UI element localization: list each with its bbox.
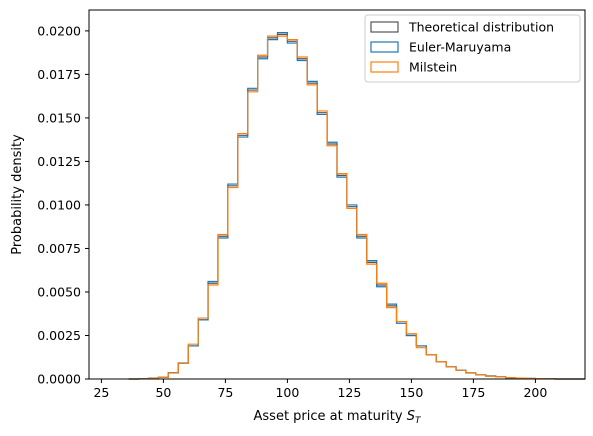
legend-label-1: Euler-Maruyama bbox=[409, 40, 511, 55]
plot-frame bbox=[88, 9, 586, 380]
legend-swatch-1 bbox=[370, 41, 399, 53]
x-tick-label: 175 bbox=[461, 385, 485, 400]
y-tick-label: 0.0025 bbox=[37, 328, 81, 343]
legend-items: Theoretical distribution Euler-Maruyama Mi… bbox=[370, 20, 554, 75]
x-tick-label: 75 bbox=[217, 385, 233, 400]
y-tick-label: 0.0150 bbox=[37, 110, 81, 125]
legend-swatch-2 bbox=[370, 61, 399, 73]
y-axis-ticks: 0.0000 0.0025 0.0050 0.0075 0.0100 0.0125 0.01… bbox=[37, 23, 89, 387]
x-tick-label: 150 bbox=[399, 385, 423, 400]
y-tick-label: 0.0125 bbox=[37, 154, 81, 169]
y-tick-label: 0.0050 bbox=[37, 284, 81, 299]
x-tick-label: 25 bbox=[93, 385, 109, 400]
y-tick-label: 0.0075 bbox=[37, 241, 81, 256]
y-tick-label: 0.0100 bbox=[37, 197, 81, 212]
y-axis-label: Probability density bbox=[10, 134, 25, 255]
x-axis-label: Asset price at maturity ST bbox=[254, 409, 422, 426]
series-layer bbox=[128, 32, 585, 380]
x-tick-label: 100 bbox=[275, 385, 299, 400]
y-tick-label: 0.0175 bbox=[37, 67, 81, 82]
series-2-outline bbox=[128, 35, 585, 380]
legend-label-0: Theoretical distribution bbox=[408, 20, 554, 35]
x-tick-label: 50 bbox=[155, 385, 171, 400]
x-axis-ticks: 25 50 75 100 125 150 175 200 bbox=[93, 379, 547, 400]
legend-swatch-0 bbox=[370, 21, 399, 33]
x-axis-label-subscript: T bbox=[415, 416, 422, 426]
x-axis-label-symbol: S bbox=[407, 409, 415, 424]
x-tick-label: 125 bbox=[337, 385, 361, 400]
legend-label-2: Milstein bbox=[409, 60, 457, 75]
x-axis-label-text: Asset price at maturity bbox=[254, 409, 403, 424]
x-tick-label: 200 bbox=[523, 385, 547, 400]
legend: Theoretical distribution Euler-Maruyama Mi… bbox=[364, 14, 581, 83]
legend-box bbox=[364, 14, 581, 83]
y-tick-label: 0.0000 bbox=[37, 372, 81, 387]
y-tick-label: 0.0200 bbox=[37, 23, 81, 38]
